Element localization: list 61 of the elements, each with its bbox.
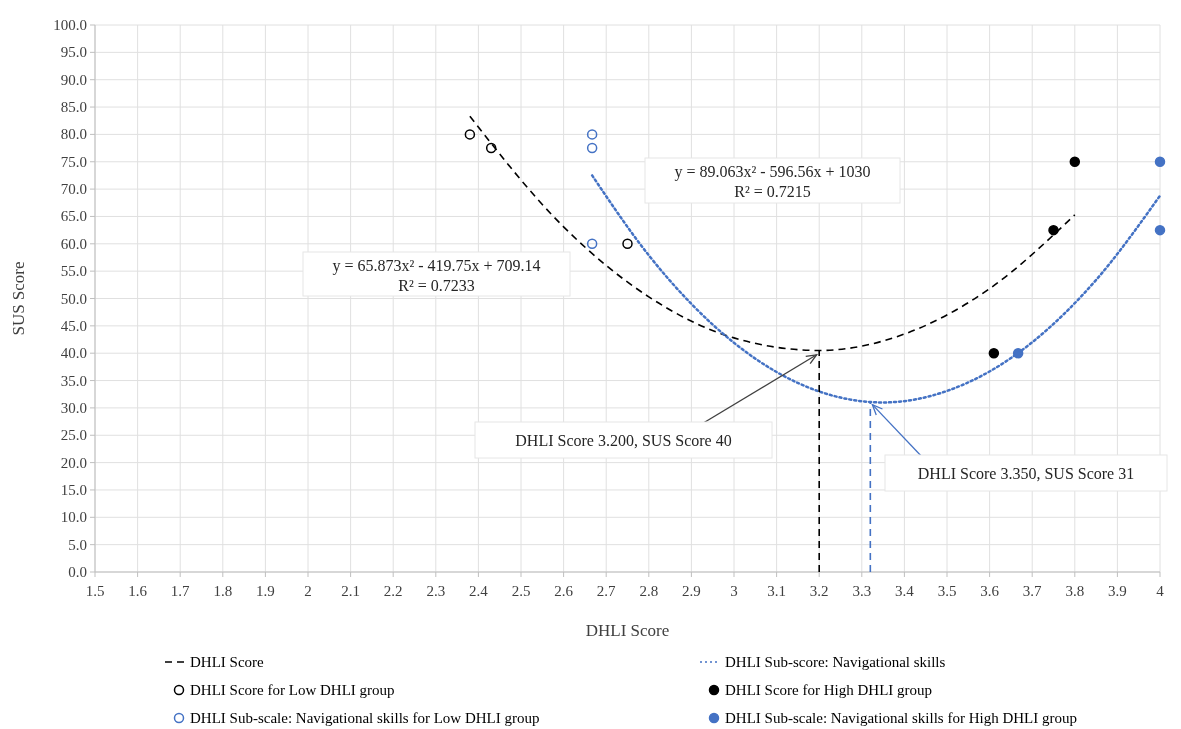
x-tick-label: 2.2 [383, 583, 403, 599]
y-tick-label: 60.0 [60, 235, 87, 252]
x-tick-label: 3.4 [895, 583, 915, 599]
y-tick-label: 5.0 [68, 536, 87, 553]
y-tick-label: 35.0 [60, 372, 87, 389]
annotation: DHLI Score 3.350, SUS Score 31 [917, 465, 1135, 482]
y-tick-label: 75.0 [60, 153, 87, 170]
x-tick-label: 2.8 [639, 583, 659, 599]
y-tick-label: 45.0 [60, 317, 87, 334]
x-tick-label: 2.4 [469, 583, 489, 599]
x-tick-label: 3 [730, 583, 738, 599]
x-tick-label: 1.9 [256, 583, 275, 599]
annotation: DHLI Score 3.200, SUS Score 40 [515, 432, 732, 449]
y-axis-title: SUS Score [9, 261, 28, 336]
x-tick-label: 2.6 [554, 583, 574, 599]
x-tick-label: 3.6 [980, 583, 1000, 599]
y-tick-label: 25.0 [60, 427, 87, 444]
annotation: R² = 0.7215 [734, 183, 811, 200]
x-tick-label: 2.5 [511, 583, 531, 599]
x-tick-label: 3.7 [1022, 583, 1043, 599]
legend-label: DHLI Score for Low DHLI group [190, 682, 395, 698]
y-tick-label: 30.0 [60, 399, 87, 416]
x-tick-label: 1.5 [85, 583, 105, 599]
y-tick-label: 85.0 [60, 99, 87, 116]
x-tick-label: 3.1 [767, 583, 786, 599]
x-tick-label: 2.3 [426, 583, 446, 599]
legend-label: DHLI Score for High DHLI group [725, 682, 933, 698]
x-tick-label: 2.7 [596, 583, 617, 599]
y-tick-label: 40.0 [60, 345, 87, 362]
legend-label: DHLI Score [190, 654, 265, 670]
x-tick-label: 3.8 [1065, 583, 1085, 599]
y-tick-label: 70.0 [60, 181, 87, 198]
y-tick-label: 50.0 [60, 290, 87, 307]
y-tick-label: 100.0 [53, 17, 87, 33]
x-axis-title: DHLI Score [585, 621, 670, 640]
x-tick-label: 1.8 [213, 583, 233, 599]
y-tick-label: 20.0 [60, 454, 87, 471]
x-tick-label: 4 [1156, 583, 1165, 599]
x-tick-label: 2 [304, 583, 312, 599]
legend-label: DHLI Sub-scale: Navigational skills for High DHLI group [725, 710, 1078, 726]
y-tick-label: 95.0 [60, 44, 87, 61]
x-tick-label: 2.1 [341, 583, 360, 599]
legend-label: DHLI Sub-score: Navigational skills [725, 654, 946, 670]
annotation: y = 65.873x² - 419.75x + 709.14 [332, 257, 541, 275]
x-tick-label: 3.2 [809, 583, 829, 599]
x-tick-label: 1.6 [128, 583, 148, 599]
legend-label: DHLI Sub-scale: Navigational skills for Low DHLI group [190, 710, 540, 726]
y-tick-label: 65.0 [60, 208, 87, 225]
x-tick-label: 2.9 [682, 583, 701, 599]
x-tick-label: 3.5 [937, 583, 957, 599]
y-tick-label: 90.0 [60, 71, 87, 88]
annotation: y = 89.063x² - 596.56x + 1030 [674, 163, 871, 181]
x-tick-label: 3.3 [852, 583, 872, 599]
y-tick-label: 55.0 [60, 263, 87, 280]
y-tick-label: 10.0 [60, 509, 87, 526]
y-tick-label: 15.0 [60, 481, 87, 498]
annotation: R² = 0.7233 [398, 277, 475, 294]
x-tick-label: 1.7 [170, 583, 191, 599]
y-tick-label: 0.0 [68, 564, 87, 580]
y-tick-label: 80.0 [60, 126, 87, 143]
x-tick-label: 3.9 [1108, 583, 1127, 599]
